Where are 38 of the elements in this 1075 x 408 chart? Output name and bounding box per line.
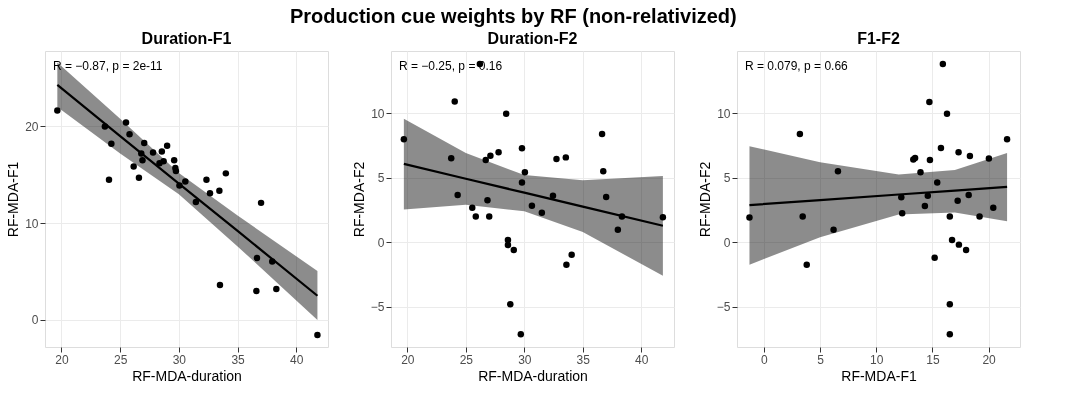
- x-tick-label: 5: [817, 352, 825, 367]
- x-tick-label: 20: [982, 352, 997, 367]
- annotation: R = −0.87, p = 2e-11: [53, 59, 163, 73]
- y-tick-label: 0: [723, 235, 731, 250]
- x-tick-label: 25: [113, 352, 128, 367]
- chart-title: F1-F2: [857, 30, 900, 47]
- x-tick-label: 40: [635, 352, 649, 367]
- y-tick-label: 10: [717, 106, 731, 121]
- y-tick-label: 10: [25, 216, 39, 231]
- x-axis-title: RF-MDA-duration: [132, 367, 242, 384]
- x-tick-label: 35: [231, 352, 246, 367]
- chart-title: Duration-F1: [141, 30, 232, 47]
- x-tick-label: 30: [172, 352, 187, 367]
- annotation: R = 0.079, p = 0.66: [745, 59, 849, 73]
- text: Production cue weights by RF (non-relativized): [289, 4, 737, 27]
- y-tick-label: 0: [31, 313, 39, 328]
- x-tick-label: 40: [290, 352, 304, 367]
- x-tick-label: 20: [55, 352, 69, 367]
- chart-title: Duration-F2: [487, 30, 578, 47]
- x-tick-label: 10: [870, 352, 884, 367]
- y-axis-title: RF-MDA-F2: [350, 161, 367, 238]
- x-tick-label: 0: [761, 352, 769, 367]
- y-tick-label: 5: [377, 171, 385, 186]
- y-tick-label: −5: [370, 300, 385, 315]
- x-tick-label: 15: [926, 352, 940, 367]
- y-tick-label: 10: [371, 106, 385, 121]
- x-tick-label: 20: [401, 352, 415, 367]
- y-axis-title: RF-MDA-F2: [696, 161, 713, 238]
- y-tick-label: −5: [716, 300, 731, 315]
- x-tick-label: 25: [459, 352, 474, 367]
- x-axis-title: RF-MDA-duration: [478, 367, 588, 384]
- y-tick-label: 20: [25, 119, 39, 134]
- y-tick-label: 0: [377, 235, 385, 250]
- y-axis-title: RF-MDA-F1: [5, 161, 22, 238]
- x-tick-label: 30: [518, 352, 532, 367]
- x-tick-label: 35: [576, 352, 591, 367]
- y-tick-label: 5: [723, 171, 731, 186]
- x-axis-title: RF-MDA-F1: [841, 367, 917, 384]
